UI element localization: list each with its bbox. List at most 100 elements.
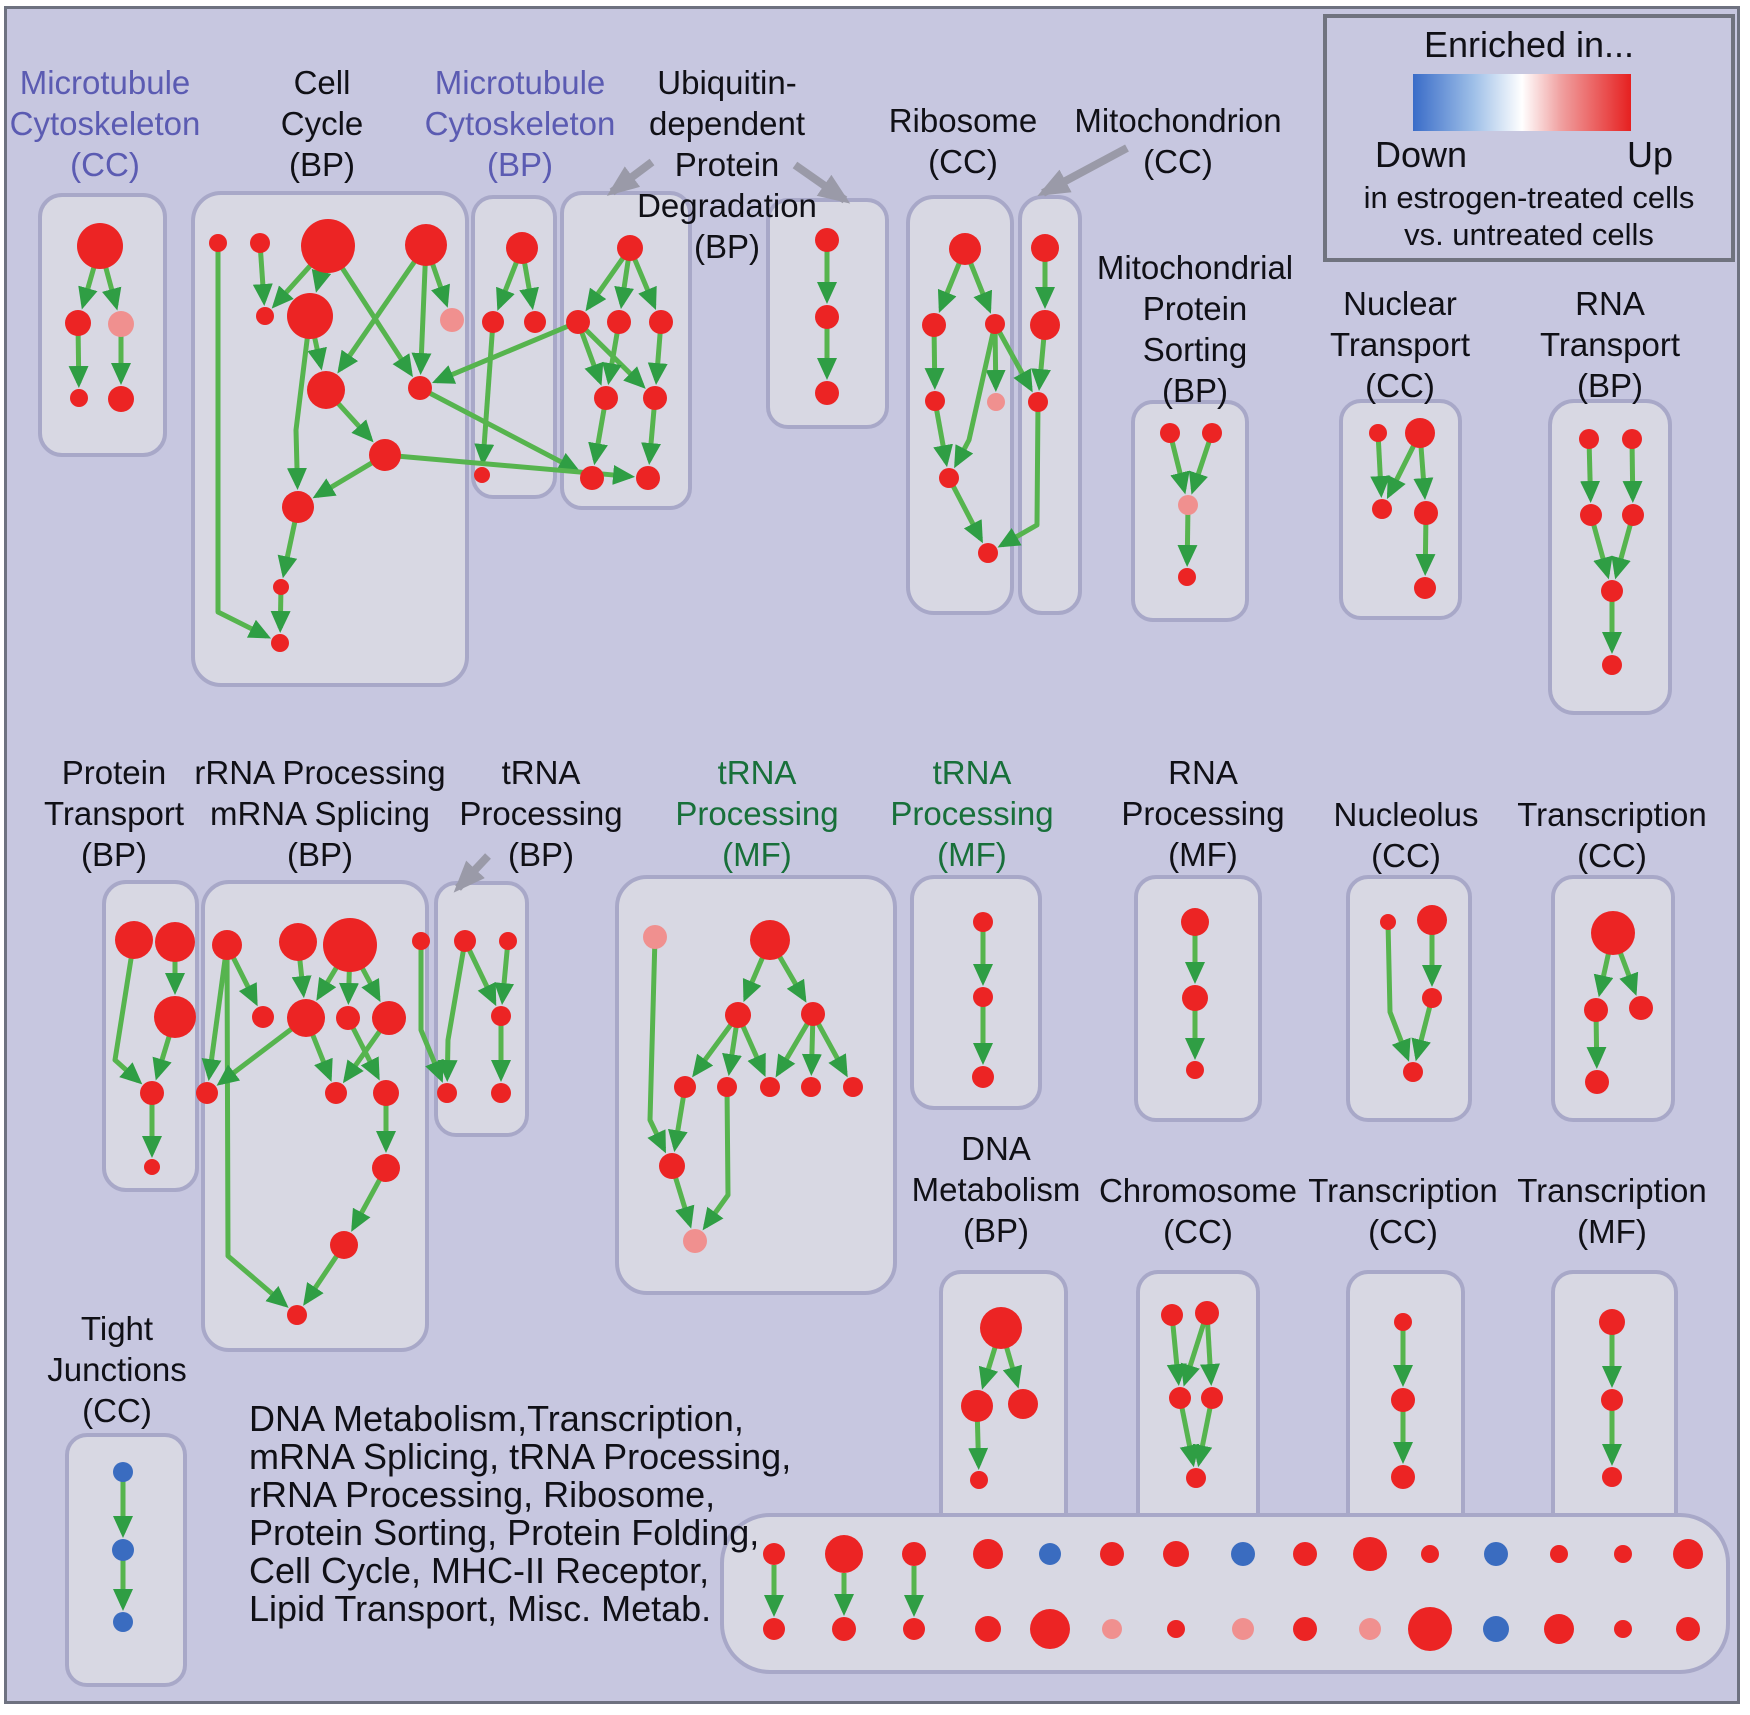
go-term-node-blue <box>1484 1542 1508 1566</box>
nuclear-transport-cc-box <box>1339 399 1462 620</box>
go-term-node-pink <box>643 925 667 949</box>
edge-arrow <box>224 944 289 1308</box>
go-term-node-red <box>815 228 839 252</box>
go-term-node-red <box>1622 504 1644 526</box>
go-term-node-red <box>1622 429 1642 449</box>
go-term-node-red <box>1614 1620 1632 1638</box>
go-term-node-red <box>1550 1545 1568 1563</box>
go-term-node-red <box>209 234 227 252</box>
go-term-node-red <box>801 1077 821 1097</box>
go-term-node-red <box>973 987 993 1007</box>
go-term-node-red <box>273 579 289 595</box>
go-term-node-red <box>580 466 604 490</box>
go-term-node-red <box>949 233 981 265</box>
edge-arrow <box>997 401 1041 548</box>
go-term-node-red <box>972 1066 994 1088</box>
go-term-node-red <box>499 932 517 950</box>
go-term-node-red <box>763 1618 785 1640</box>
go-term-node-red <box>1421 1545 1439 1563</box>
go-term-node-red <box>725 1002 751 1028</box>
go-term-node-red <box>140 1081 164 1105</box>
go-term-node-red <box>301 219 355 273</box>
legend-gradient-bar <box>1413 74 1631 131</box>
edge-arrow <box>418 941 444 1083</box>
edge-arrow <box>453 853 491 893</box>
go-term-node-red <box>925 391 945 411</box>
go-term-node-red <box>750 920 790 960</box>
edge-arrow <box>1166 1314 1187 1387</box>
go-term-node-red <box>373 1080 399 1106</box>
go-term-node-red <box>1030 1609 1070 1649</box>
edge-arrow <box>1385 921 1411 1062</box>
go-term-node-red <box>566 310 590 334</box>
go-term-node-red <box>287 1305 307 1325</box>
go-term-node-red <box>330 1231 358 1259</box>
edge-arrow <box>431 319 579 384</box>
go-term-node-red <box>1160 423 1180 443</box>
go-term-node-red <box>115 921 153 959</box>
go-term-node-red <box>1163 1541 1189 1567</box>
edge-arrow <box>437 940 468 1082</box>
go-term-node-red <box>1579 429 1599 449</box>
go-term-node-red <box>1591 911 1635 955</box>
go-term-node-red <box>336 1006 360 1030</box>
go-term-node-red <box>256 307 274 325</box>
go-term-node-red <box>985 314 1005 334</box>
legend-subtitle-line1: in estrogen-treated cells <box>1363 180 1695 215</box>
go-term-node-red <box>1391 1465 1415 1489</box>
go-term-node-red <box>144 1159 160 1175</box>
go-term-node-red <box>1186 1468 1206 1488</box>
go-term-node-red <box>1195 1301 1219 1325</box>
go-term-node-red <box>196 1082 218 1104</box>
go-term-node-red <box>155 922 195 962</box>
go-term-node-red <box>980 1307 1022 1349</box>
go-term-node-pink <box>1359 1618 1381 1640</box>
go-term-node-red <box>1580 504 1602 526</box>
go-term-node-red <box>843 1077 863 1097</box>
go-term-node-red <box>1676 1617 1700 1641</box>
go-term-node-red <box>617 235 643 261</box>
go-term-node-red <box>1100 1542 1124 1566</box>
go-term-node-red <box>70 389 88 407</box>
color-legend: Enriched in... Down Up in estrogen-treat… <box>1323 14 1735 262</box>
edge-arrow <box>462 939 497 1007</box>
go-term-node-pink <box>1178 495 1198 515</box>
figure-wrap <box>4 6 1740 1704</box>
go-term-node-red <box>65 310 91 336</box>
go-term-node-red <box>1178 568 1196 586</box>
go-term-node-red <box>1167 1620 1185 1638</box>
go-term-node-red <box>154 996 196 1038</box>
go-term-node-red <box>1585 1070 1609 1094</box>
go-term-node-red <box>975 1616 1001 1642</box>
go-term-node-red <box>1293 1542 1317 1566</box>
go-term-node-red <box>405 224 447 266</box>
go-term-node-red <box>271 634 289 652</box>
go-term-node-red <box>1602 655 1622 675</box>
legend-down-label: Down <box>1375 134 1468 175</box>
go-term-node-red <box>1372 499 1392 519</box>
go-term-node-pink <box>987 393 1005 411</box>
edge-arrow <box>286 315 313 491</box>
edge-arrow <box>215 243 272 639</box>
go-term-node-red <box>282 491 314 523</box>
go-term-node-red <box>902 1542 926 1566</box>
edge-arrow <box>946 476 983 544</box>
edge-arrow <box>954 323 998 469</box>
go-term-node-red <box>252 1006 274 1028</box>
go-term-node-red <box>978 543 998 563</box>
figure-canvas <box>38 144 1730 1687</box>
go-term-node-red <box>973 912 993 932</box>
edge-arrow <box>112 939 143 1085</box>
go-term-node-red <box>474 467 490 483</box>
go-term-node-red <box>973 1539 1003 1569</box>
go-term-node-red <box>825 1535 863 1573</box>
edge-arrow <box>576 320 646 389</box>
go-term-node-red <box>1405 418 1435 448</box>
go-term-node-red <box>1602 1467 1622 1487</box>
go-term-node-red <box>1544 1614 1574 1644</box>
microtubule-cytoskeleton-cc-box <box>38 193 167 457</box>
misc-categories-box <box>720 1513 1730 1674</box>
edge-arrow <box>932 400 953 468</box>
go-term-node-red <box>659 1153 685 1179</box>
go-term-node-red <box>760 1077 780 1097</box>
